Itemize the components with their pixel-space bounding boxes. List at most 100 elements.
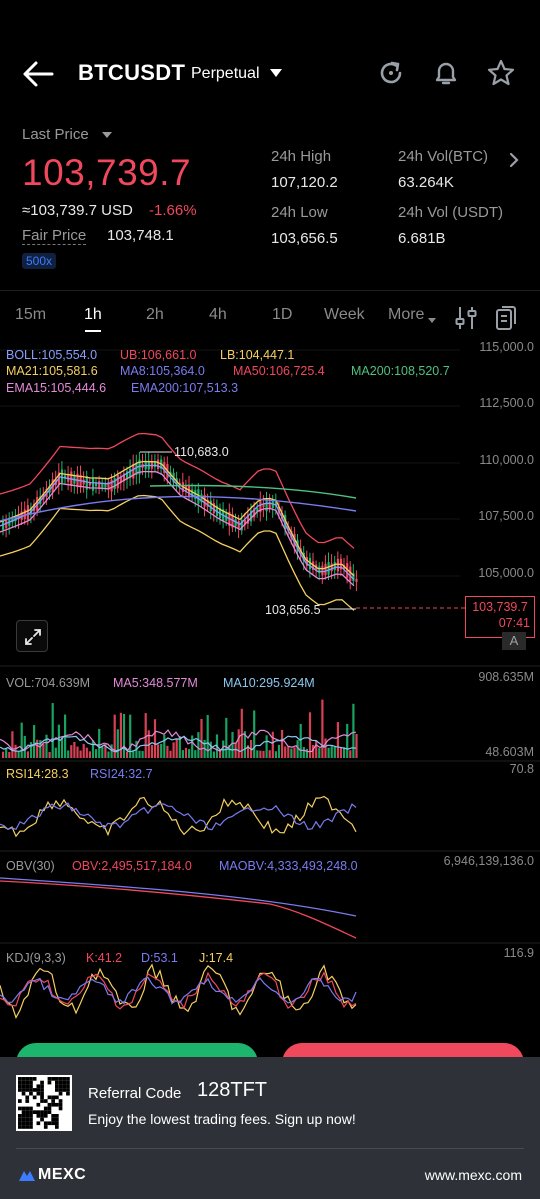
current-price-tag: 103,739.7 07:41 (465, 596, 535, 638)
volume-bar (184, 747, 188, 758)
tab-week[interactable]: Week (324, 306, 365, 323)
tab-1h[interactable]: 1h (84, 306, 102, 323)
volume-bar (305, 748, 308, 758)
volume-bar (107, 751, 110, 758)
chart-canvas[interactable] (0, 336, 540, 1056)
fullscreen-button[interactable] (16, 620, 48, 652)
tab-2h[interactable]: 2h (146, 306, 164, 323)
auto-scale-button[interactable]: A (502, 632, 526, 650)
copy-layout-icon[interactable] (494, 304, 518, 332)
low-value: 103,656.5 (271, 230, 338, 247)
boll-upper-band (0, 432, 355, 549)
qr-module (18, 1106, 22, 1111)
candle-body (330, 563, 333, 572)
axis-price-105000: 105,000.0 (478, 566, 534, 580)
tab-4h[interactable]: 4h (209, 306, 227, 323)
bell-icon[interactable] (431, 58, 461, 88)
refresh-icon[interactable] (376, 58, 406, 88)
qr-module (55, 1084, 59, 1089)
volume-bar (101, 746, 104, 758)
candle-body (346, 563, 349, 578)
chevron-right-icon[interactable] (507, 152, 521, 168)
high-label: 24h High (271, 148, 332, 165)
kdj-label: KDJ(9,3,3) (6, 951, 66, 965)
volume-bar (36, 739, 39, 758)
tab-more[interactable]: More (388, 306, 425, 323)
contract-type[interactable]: Perpetual (191, 65, 260, 82)
high-value: 107,120.2 (271, 174, 338, 191)
more-caret-icon[interactable] (428, 318, 436, 323)
star-icon[interactable] (486, 58, 516, 88)
vol-btc-label: 24h Vol(BTC) (398, 148, 489, 165)
maobv-line (0, 877, 357, 917)
indicator-settings-icon[interactable] (454, 305, 478, 331)
fair-price-label[interactable]: Fair Price (22, 227, 87, 245)
volume-bar (23, 735, 26, 758)
qr-module (58, 1084, 63, 1089)
qr-module (29, 1084, 33, 1089)
vol-label: VOL:704.639M (6, 676, 91, 690)
qr-module (18, 1077, 22, 1081)
qr-module (55, 1088, 59, 1092)
volume-bar (39, 740, 42, 758)
vol-usdt-label: 24h Vol (USDT) (398, 204, 504, 221)
volume-bar (308, 712, 312, 758)
volume-bar (67, 750, 70, 758)
expand-icon (25, 629, 41, 645)
volume-bar (194, 750, 197, 758)
chevron-down-icon[interactable] (102, 132, 112, 138)
referral-banner[interactable]: Referral Code 128TFT Enjoy the lowest tr… (0, 1057, 540, 1199)
vol-ma5-line (0, 729, 357, 753)
candle-body (246, 514, 250, 524)
back-arrow-icon[interactable] (22, 60, 54, 88)
header-bar: BTCUSDT Perpetual (0, 50, 540, 98)
volume-bar (271, 731, 274, 758)
qr-module (18, 1099, 22, 1103)
d-label: D:53.1 (141, 951, 178, 965)
candle-body (321, 565, 324, 576)
qr-module (25, 1088, 30, 1092)
qr-module (40, 1114, 44, 1118)
volume-bar (228, 745, 231, 758)
candle-body (308, 557, 312, 570)
volume-bar (11, 731, 14, 758)
tab-15m[interactable]: 15m (15, 306, 47, 323)
volume-bar (284, 746, 287, 758)
k-label: K:41.2 (86, 951, 123, 965)
candle-body (104, 483, 107, 488)
volume-bar (355, 733, 358, 758)
qr-module (21, 1080, 26, 1085)
ma21-label: MA21:105,581.6 (6, 364, 98, 378)
volume-bar (268, 750, 271, 758)
axis-price-115000: 115,000.0 (479, 340, 534, 354)
last-price-label[interactable]: Last Price (22, 126, 89, 143)
qr-module (18, 1080, 22, 1085)
volume-bar (85, 747, 88, 758)
qr-module (36, 1102, 41, 1107)
qr-module (43, 1125, 48, 1129)
volume-bar (290, 748, 293, 758)
candle-body (23, 509, 26, 519)
volume-bar (17, 751, 20, 758)
volume-bar (181, 750, 184, 758)
symbol-dropdown-icon[interactable] (270, 69, 282, 77)
volume-bar (281, 729, 284, 758)
qr-module (25, 1080, 30, 1085)
qr-module (21, 1077, 26, 1081)
axis-rsi-max: 70.8 (509, 762, 534, 776)
axis-price-107500: 107,500.0 (478, 509, 534, 523)
volume-bar (256, 750, 259, 758)
symbol-title[interactable]: BTCUSDT (78, 60, 186, 85)
volume-bar (212, 751, 215, 758)
tab-1d[interactable]: 1D (272, 306, 293, 323)
maobv-label: MAOBV:4,333,493,248.0 (219, 859, 358, 873)
volume-bar (246, 745, 250, 758)
candle-body (212, 503, 215, 514)
axis-obv-max: 6,946,139,136.0 (443, 854, 534, 868)
ub-label: UB:106,661.0 (120, 348, 197, 362)
referral-code: 128TFT (197, 1079, 268, 1101)
qr-module (58, 1102, 63, 1107)
volume-bar (48, 751, 51, 758)
volume-bar (91, 740, 95, 758)
kline-chart[interactable]: BOLL:105,554.0 UB:106,661.0 LB:104,447.1… (0, 336, 540, 1056)
